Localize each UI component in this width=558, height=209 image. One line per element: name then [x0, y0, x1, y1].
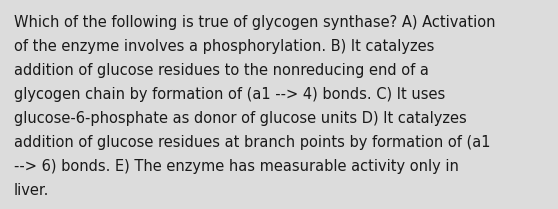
Text: addition of glucose residues at branch points by formation of (a1: addition of glucose residues at branch p… [14, 135, 490, 150]
Text: glycogen chain by formation of (a1 --> 4) bonds. C) It uses: glycogen chain by formation of (a1 --> 4… [14, 87, 445, 102]
Text: --> 6) bonds. E) The enzyme has measurable activity only in: --> 6) bonds. E) The enzyme has measurab… [14, 159, 459, 174]
Text: addition of glucose residues to the nonreducing end of a: addition of glucose residues to the nonr… [14, 63, 429, 78]
Text: liver.: liver. [14, 183, 49, 198]
Text: of the enzyme involves a phosphorylation. B) It catalyzes: of the enzyme involves a phosphorylation… [14, 39, 434, 54]
Text: glucose-6-phosphate as donor of glucose units D) It catalyzes: glucose-6-phosphate as donor of glucose … [14, 111, 466, 126]
Text: Which of the following is true of glycogen synthase? A) Activation: Which of the following is true of glycog… [14, 15, 496, 30]
